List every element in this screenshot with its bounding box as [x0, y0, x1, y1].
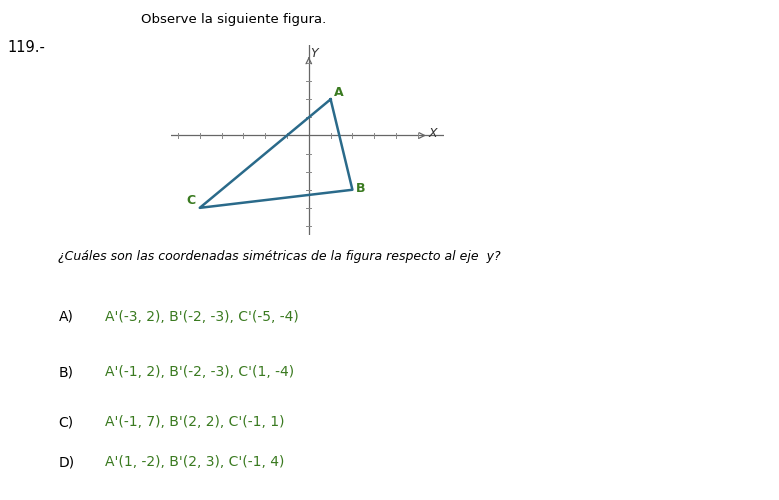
Text: A): A): [58, 310, 73, 324]
Text: C): C): [58, 415, 73, 429]
Text: A'(-1, 2), B'(-2, -3), C'(1, -4): A'(-1, 2), B'(-2, -3), C'(1, -4): [105, 365, 294, 379]
Text: B: B: [356, 182, 365, 196]
Text: A'(1, -2), B'(2, 3), C'(-1, 4): A'(1, -2), B'(2, 3), C'(-1, 4): [105, 455, 284, 469]
Text: A'(-3, 2), B'(-2, -3), C'(-5, -4): A'(-3, 2), B'(-2, -3), C'(-5, -4): [105, 310, 299, 324]
Text: X: X: [428, 127, 438, 140]
Text: D): D): [58, 455, 75, 469]
Text: ¿Cuáles son las coordenadas simétricas de la figura respecto al eje  y?: ¿Cuáles son las coordenadas simétricas d…: [58, 250, 501, 263]
Text: A'(-1, 7), B'(2, 2), C'(-1, 1): A'(-1, 7), B'(2, 2), C'(-1, 1): [105, 415, 284, 429]
Text: Y: Y: [311, 46, 318, 60]
Text: 119.-: 119.-: [8, 40, 46, 55]
Text: Observe la siguiente figura.: Observe la siguiente figura.: [141, 12, 326, 26]
Text: C: C: [187, 194, 196, 207]
Text: A: A: [334, 86, 344, 98]
Text: B): B): [58, 365, 73, 379]
